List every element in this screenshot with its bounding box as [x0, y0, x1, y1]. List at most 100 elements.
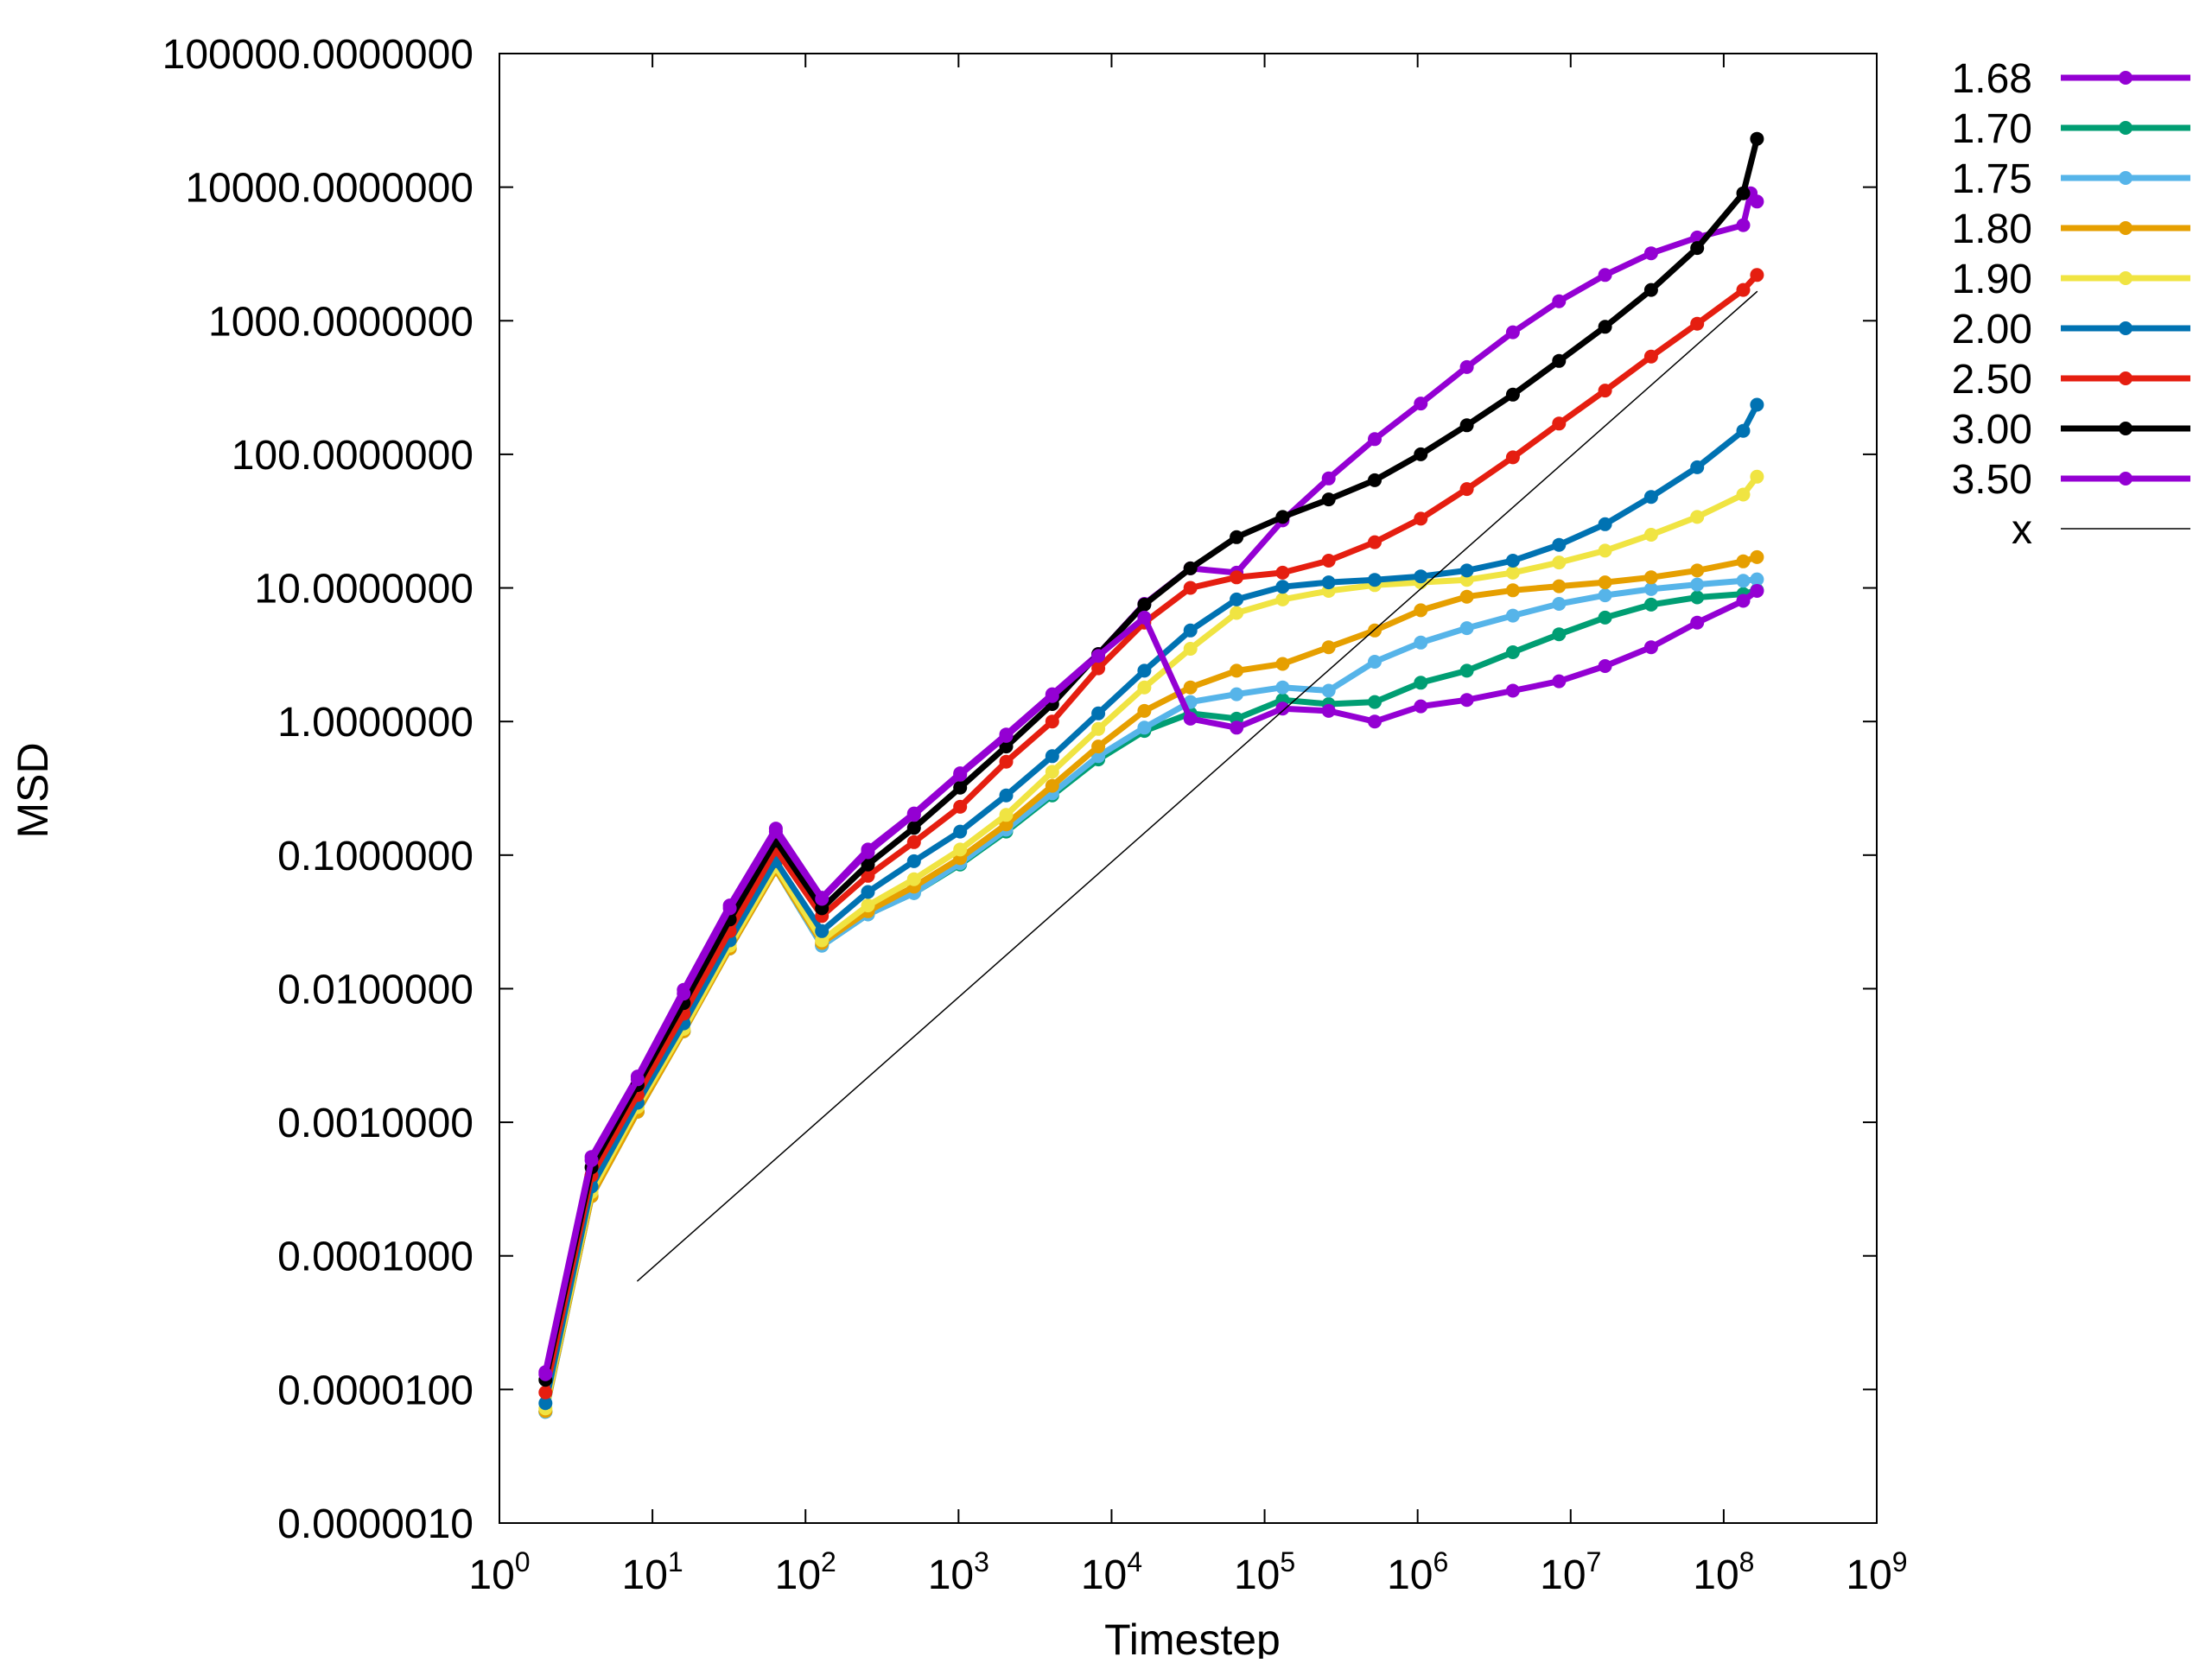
series-point: [1091, 649, 1106, 663]
legend-label: 1.68: [1952, 56, 2032, 102]
series-point: [1368, 573, 1382, 587]
series-point: [1414, 569, 1428, 584]
legend-group: 1.681.701.751.80 1.90 2.00 2.503.003.50x: [1952, 56, 2190, 553]
legend-label: 3.50: [1952, 457, 2032, 503]
series-point: [906, 835, 921, 849]
series-point: [538, 1367, 553, 1381]
series-point: [1414, 397, 1428, 411]
series-point: [1275, 701, 1290, 716]
series-point: [1598, 588, 1612, 603]
series-point: [1230, 530, 1244, 544]
series-point: [999, 808, 1014, 822]
series-point: [1643, 581, 1658, 596]
series-point: [1750, 268, 1764, 282]
series-point: [1505, 645, 1520, 659]
legend-label: 1.90: [1952, 257, 2032, 302]
series-point: [722, 901, 737, 916]
y-tick-label: 0.0001000: [277, 1235, 474, 1280]
series-point: [1643, 597, 1658, 612]
series-point: [1091, 661, 1106, 676]
series-point: [1275, 592, 1290, 606]
series-point: [1137, 720, 1152, 735]
legend-label: 3.00: [1952, 407, 2032, 453]
legend-label: 1.80: [1952, 206, 2032, 252]
series-point: [1459, 482, 1474, 497]
x-tick-label: 108: [1693, 1546, 1754, 1598]
series-point: [1321, 492, 1336, 507]
series-point: [1183, 642, 1198, 656]
series-point: [1505, 683, 1520, 698]
series-point: [1598, 268, 1612, 282]
x-tick-label: 105: [1234, 1546, 1295, 1598]
series-2-00: [538, 397, 1764, 1411]
x-axis-label: Timestep: [1104, 1615, 1281, 1659]
series-point: [953, 824, 968, 839]
legend-swatch-point: [2119, 221, 2133, 235]
series-point: [1750, 572, 1764, 587]
series-point: [1275, 510, 1290, 524]
legend-swatch-point: [2119, 472, 2133, 486]
series-point: [1505, 583, 1520, 598]
series-3-00: [538, 131, 1764, 1387]
series-point: [861, 898, 875, 913]
series-point: [1552, 537, 1567, 552]
y-tick-label: 0.0000100: [277, 1368, 474, 1413]
series-line: [542, 587, 1760, 1378]
series-point: [1552, 579, 1567, 593]
series-point: [1368, 714, 1382, 729]
y-tick-label: 0.0000010: [277, 1501, 474, 1547]
series-point: [1750, 131, 1764, 146]
series-point: [906, 821, 921, 835]
series-point: [999, 788, 1014, 803]
series-point: [906, 808, 921, 822]
series-point: [1598, 543, 1612, 558]
series-point: [1414, 447, 1428, 461]
series-point: [1750, 549, 1764, 564]
series-point: [1368, 473, 1382, 487]
legend-swatch-point: [2119, 121, 2133, 135]
series-point: [1552, 294, 1567, 308]
series-point: [861, 885, 875, 899]
series-point: [999, 739, 1014, 754]
series-point: [1690, 577, 1705, 592]
series-point: [1750, 194, 1764, 209]
series-point: [861, 857, 875, 872]
series-line: [542, 402, 1760, 1406]
x-tick-label: 107: [1540, 1546, 1601, 1598]
series-point: [906, 854, 921, 868]
y-tick-label: 0.1000000: [277, 834, 474, 879]
series-point: [1230, 570, 1244, 585]
series-point: [1736, 186, 1751, 200]
series-point: [1552, 555, 1567, 570]
series-point: [1690, 510, 1705, 524]
series-point: [1321, 554, 1336, 568]
series-point: [584, 1153, 599, 1167]
legend-swatch-point: [2119, 171, 2133, 185]
series-point: [1183, 623, 1198, 638]
legend-label: 2.50: [1952, 357, 2032, 403]
series-point: [1736, 487, 1751, 502]
series-point: [1321, 683, 1336, 698]
series-point: [538, 1396, 553, 1411]
series-point: [1598, 659, 1612, 673]
series-point: [1505, 325, 1520, 340]
series-point: [953, 842, 968, 857]
x-tick-label: 109: [1846, 1546, 1907, 1598]
series-point: [538, 1385, 553, 1400]
series-point: [1275, 565, 1290, 580]
series-point: [1368, 432, 1382, 447]
series-point: [1045, 749, 1059, 764]
series-point: [1736, 423, 1751, 438]
x-tick-label: 104: [1081, 1546, 1142, 1598]
series-point: [1045, 689, 1059, 703]
series-point: [1459, 663, 1474, 678]
x-tick-label: 103: [928, 1546, 989, 1598]
series-point: [1414, 511, 1428, 526]
series-point: [1321, 471, 1336, 486]
series-point: [1505, 387, 1520, 402]
series-point: [1183, 711, 1198, 726]
series-point: [1505, 565, 1520, 580]
